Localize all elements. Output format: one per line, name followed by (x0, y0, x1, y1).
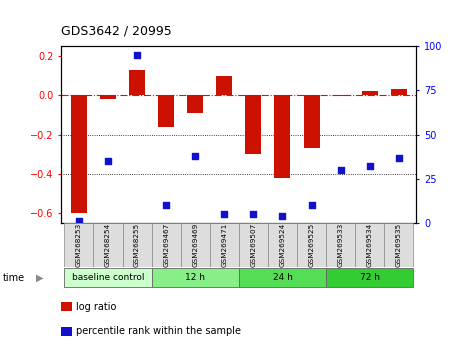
Bar (391, 89, 407, 95)
FancyBboxPatch shape (152, 223, 181, 267)
FancyBboxPatch shape (152, 268, 239, 287)
Text: GSM269507: GSM269507 (250, 223, 256, 267)
FancyBboxPatch shape (94, 223, 123, 267)
Point (75, 218, 83, 224)
Point (250, 211, 257, 217)
FancyBboxPatch shape (355, 223, 384, 267)
FancyBboxPatch shape (326, 223, 355, 267)
FancyBboxPatch shape (384, 223, 413, 267)
FancyBboxPatch shape (297, 223, 326, 267)
Text: GSM268253: GSM268253 (76, 223, 82, 267)
FancyBboxPatch shape (268, 223, 297, 267)
Point (337, 167, 344, 173)
Bar (333, 95, 349, 96)
Bar (304, 95, 320, 148)
FancyBboxPatch shape (64, 223, 94, 267)
FancyBboxPatch shape (210, 223, 239, 267)
Text: GSM269469: GSM269469 (192, 223, 198, 267)
Text: GSM269467: GSM269467 (163, 223, 169, 267)
Bar (71, 95, 87, 213)
Text: GSM268254: GSM268254 (105, 223, 111, 267)
Text: ▶: ▶ (35, 273, 43, 283)
Text: GSM269535: GSM269535 (396, 223, 402, 267)
Bar (129, 70, 145, 95)
Point (366, 164, 374, 169)
Text: GSM269533: GSM269533 (338, 223, 344, 267)
FancyBboxPatch shape (239, 268, 326, 287)
Text: GSM269471: GSM269471 (221, 223, 228, 267)
Text: 24 h: 24 h (272, 273, 292, 281)
Point (192, 153, 199, 159)
Text: time: time (2, 273, 25, 283)
Text: GSM268255: GSM268255 (134, 223, 140, 267)
Point (279, 213, 286, 219)
Text: baseline control: baseline control (72, 273, 144, 281)
Bar (187, 95, 203, 113)
FancyBboxPatch shape (64, 268, 152, 287)
Point (133, 52, 141, 58)
Point (308, 202, 315, 208)
Point (395, 155, 403, 160)
Text: percentile rank within the sample: percentile rank within the sample (76, 326, 241, 336)
Bar (100, 95, 116, 99)
Text: 12 h: 12 h (185, 273, 205, 281)
Bar (158, 95, 174, 127)
Bar (274, 95, 290, 178)
FancyBboxPatch shape (123, 223, 152, 267)
FancyBboxPatch shape (181, 223, 210, 267)
Text: GSM269524: GSM269524 (280, 223, 286, 267)
Bar (245, 95, 262, 154)
Text: GSM269525: GSM269525 (308, 223, 315, 267)
Text: GDS3642 / 20995: GDS3642 / 20995 (61, 24, 172, 37)
Point (104, 158, 112, 164)
Text: 72 h: 72 h (359, 273, 380, 281)
Text: GSM269534: GSM269534 (367, 223, 373, 267)
Bar (362, 91, 378, 95)
FancyBboxPatch shape (326, 268, 413, 287)
Text: log ratio: log ratio (76, 302, 116, 312)
FancyBboxPatch shape (239, 223, 268, 267)
Bar (216, 75, 232, 95)
Point (162, 202, 170, 208)
Point (220, 211, 228, 217)
